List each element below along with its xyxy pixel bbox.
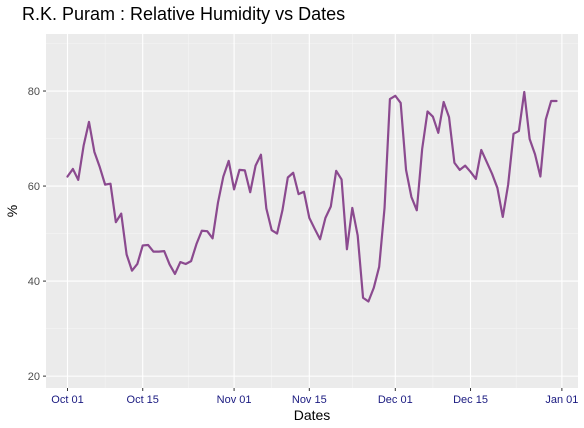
y-axis-title: % (4, 205, 20, 217)
x-tick-label: Dec 15 (453, 394, 488, 406)
plot-panel (46, 34, 578, 388)
x-axis: Oct 01 Oct 15 Nov 01 Nov 15 Dec 01 Dec 15 Jan … (51, 388, 578, 406)
y-tick-label: 80 (28, 86, 40, 98)
series-layer (66, 90, 558, 303)
y-tick-label: 60 (28, 181, 40, 193)
x-tick-label: Dec 01 (378, 394, 413, 406)
y-tick-label: 40 (28, 276, 40, 288)
major-grid (46, 34, 578, 388)
x-tick-label: Nov 01 (217, 394, 252, 406)
series-line (66, 90, 558, 303)
x-tick-label: Nov 15 (292, 394, 327, 406)
chart-title: R.K. Puram : Relative Humidity vs Dates (22, 4, 346, 24)
x-axis-title: Dates (294, 407, 331, 423)
x-tick-label: Jan 01 (545, 394, 578, 406)
y-axis: 20 40 60 80 (28, 86, 46, 383)
x-tick-label: Oct 01 (51, 394, 83, 406)
minor-grid (46, 34, 578, 388)
y-tick-label: 20 (28, 371, 40, 383)
x-tick-label: Oct 15 (127, 394, 159, 406)
